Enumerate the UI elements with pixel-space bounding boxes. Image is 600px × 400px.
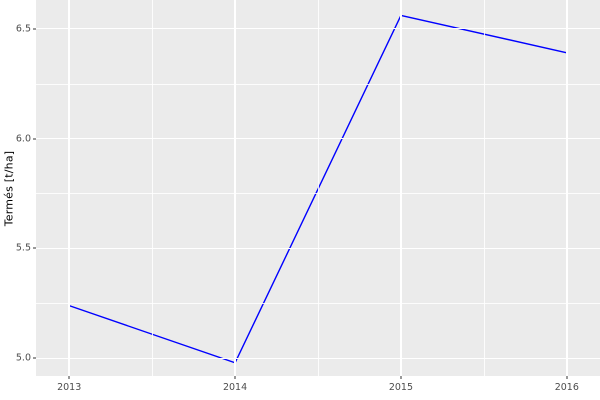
x-axis-tick-mark [400, 376, 402, 379]
y-axis-tick-label: 5.0 [15, 352, 31, 364]
y-axis-tick-mark [33, 247, 36, 249]
x-axis: 2013 2014 2015 2016 [36, 376, 600, 400]
y-axis-tick-label: 6.0 [15, 133, 31, 145]
gridline-minor-vertical [318, 0, 319, 376]
gridline-minor-vertical [152, 0, 153, 376]
y-axis-tick-labels: 5.0 5.5 6.0 6.5 [15, 0, 36, 376]
gridline-major-vertical [234, 0, 236, 376]
y-axis-tick-mark [33, 28, 36, 30]
x-axis-tick-label: 2015 [388, 382, 414, 393]
y-axis-tick-mark [33, 138, 36, 140]
plot-panel [36, 0, 600, 376]
x-axis-tick-label: 2014 [222, 382, 248, 393]
y-axis-tick-label: 5.5 [15, 242, 31, 254]
x-axis-tick-mark [566, 376, 568, 379]
x-axis-tick-label: 2013 [57, 382, 82, 393]
gridline-major-vertical [400, 0, 402, 376]
y-axis-tick-label: 6.5 [15, 23, 31, 35]
x-axis-tick-mark [234, 376, 236, 379]
y-axis-title: Termés [t/ha] [0, 0, 18, 376]
x-axis-tick-label: 2016 [554, 382, 579, 393]
y-axis-tick-mark [33, 357, 36, 359]
gridline-major-vertical [566, 0, 568, 376]
x-axis-tick-mark [68, 376, 70, 379]
y-axis-title-label: Termés [t/ha] [2, 150, 16, 226]
gridline-minor-vertical [483, 0, 485, 376]
gridline-major-vertical [68, 0, 70, 376]
